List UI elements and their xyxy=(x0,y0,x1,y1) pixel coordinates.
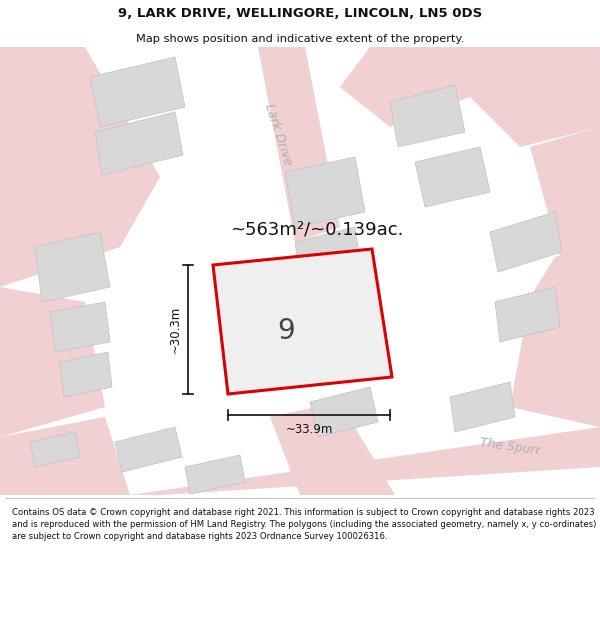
Polygon shape xyxy=(450,382,515,432)
Polygon shape xyxy=(270,402,395,495)
Polygon shape xyxy=(295,227,360,277)
Polygon shape xyxy=(495,287,560,342)
Polygon shape xyxy=(0,287,105,437)
Polygon shape xyxy=(510,242,600,427)
Text: 9: 9 xyxy=(277,318,295,345)
Polygon shape xyxy=(258,47,340,242)
Polygon shape xyxy=(530,127,600,257)
Text: ~30.3m: ~30.3m xyxy=(169,306,182,353)
Polygon shape xyxy=(90,57,185,127)
Polygon shape xyxy=(213,249,392,394)
Polygon shape xyxy=(415,147,490,207)
Polygon shape xyxy=(470,47,600,147)
Polygon shape xyxy=(60,352,112,397)
Text: The Spurr: The Spurr xyxy=(479,436,541,457)
Text: ~33.9m: ~33.9m xyxy=(286,423,332,436)
Polygon shape xyxy=(490,212,562,272)
Polygon shape xyxy=(35,232,110,302)
Polygon shape xyxy=(95,112,183,175)
Polygon shape xyxy=(390,85,465,147)
Polygon shape xyxy=(0,47,160,287)
Text: Lark Drive: Lark Drive xyxy=(262,102,294,168)
Polygon shape xyxy=(310,387,378,437)
Polygon shape xyxy=(130,427,600,495)
Polygon shape xyxy=(50,302,110,352)
Polygon shape xyxy=(115,427,182,472)
Polygon shape xyxy=(185,455,245,494)
Polygon shape xyxy=(30,432,80,467)
Text: ~563m²/~0.139ac.: ~563m²/~0.139ac. xyxy=(230,221,403,239)
Polygon shape xyxy=(285,157,365,227)
Text: Contains OS data © Crown copyright and database right 2021. This information is : Contains OS data © Crown copyright and d… xyxy=(12,508,596,541)
Text: Map shows position and indicative extent of the property.: Map shows position and indicative extent… xyxy=(136,34,464,44)
Text: 9, LARK DRIVE, WELLINGORE, LINCOLN, LN5 0DS: 9, LARK DRIVE, WELLINGORE, LINCOLN, LN5 … xyxy=(118,7,482,20)
Polygon shape xyxy=(340,47,490,127)
Polygon shape xyxy=(0,417,130,495)
